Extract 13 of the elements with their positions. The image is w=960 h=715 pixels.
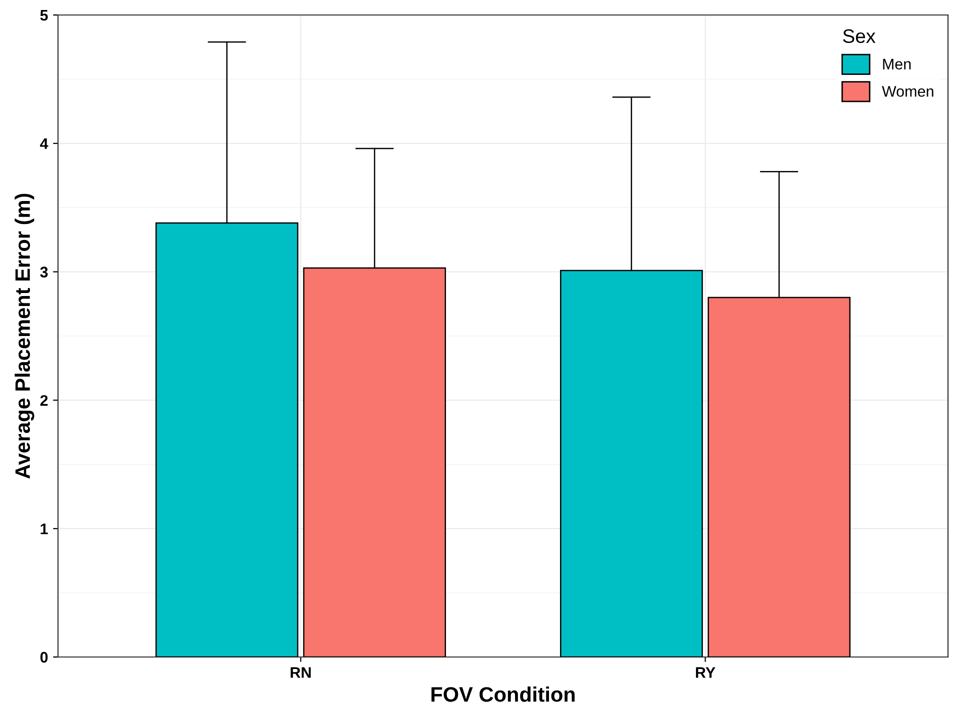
legend-label: Women bbox=[882, 86, 934, 97]
y-tick-label: 0 bbox=[40, 652, 48, 663]
legend-title: Sex bbox=[843, 29, 876, 44]
legend-label: Men bbox=[883, 58, 911, 70]
y-tick-label: 1 bbox=[40, 524, 48, 534]
y-tick-label: 5 bbox=[40, 10, 48, 21]
y-tick-label: 3 bbox=[40, 266, 48, 278]
x-tick-label: RN bbox=[290, 667, 311, 678]
y-tick-label: 2 bbox=[40, 395, 48, 406]
y-axis-title: Average Placement Error (m) bbox=[14, 194, 34, 479]
y-tick-label: 4 bbox=[40, 138, 48, 149]
x-tick-label: RY bbox=[696, 667, 716, 678]
x-axis-title: FOV Condition bbox=[431, 686, 575, 702]
